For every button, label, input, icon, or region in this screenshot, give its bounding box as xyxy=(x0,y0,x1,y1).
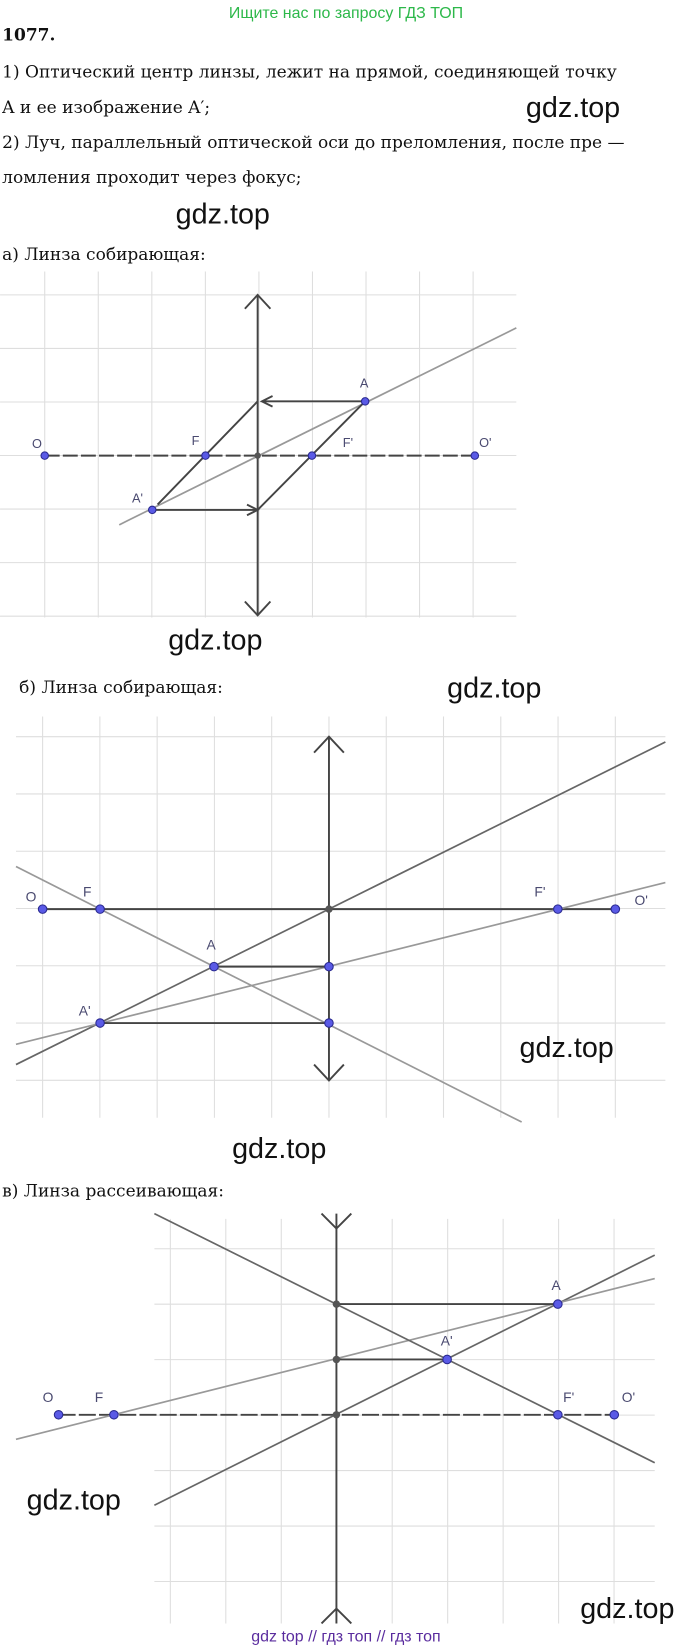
point-label: F' xyxy=(343,435,353,450)
lens-arrows xyxy=(313,735,345,1082)
text-line: 1) Оптический центр линзы, лежит на прям… xyxy=(2,63,617,83)
footer: gdz top // гдз топ // гдз топ xyxy=(251,1629,440,1646)
text-line: 2) Луч, параллельный оптической оси до п… xyxy=(2,133,624,153)
point-label: F xyxy=(192,433,200,448)
grid xyxy=(154,1218,655,1624)
watermark: gdz.top xyxy=(526,92,620,124)
point-label: F' xyxy=(534,883,545,899)
ray xyxy=(118,327,517,526)
point-label: F' xyxy=(563,1389,574,1405)
ray xyxy=(153,1254,656,1507)
point-label: O xyxy=(43,1389,54,1405)
lens-arrows xyxy=(244,293,272,617)
watermark: gdz.top xyxy=(168,624,262,656)
text-line: A и ее изображение A′; xyxy=(1,98,210,118)
watermark: gdz.top xyxy=(580,1593,674,1625)
banner: Ищите нас по запросу ГДЗ ТОП xyxy=(229,5,463,22)
section-heading: в) Линза рассеивающая: xyxy=(2,1182,224,1202)
diagram-c: O F F' O' A A' xyxy=(15,1212,656,1625)
text-line: ломления проходит через фокус; xyxy=(2,168,301,188)
ray xyxy=(15,741,666,1066)
watermark: gdz.top xyxy=(27,1485,121,1517)
ray xyxy=(154,1212,656,1464)
diagram-a: O F F' O' A A' xyxy=(32,293,517,617)
problem-number: 1077. xyxy=(2,25,55,45)
point-label: O xyxy=(26,889,37,905)
point-label: A xyxy=(207,937,217,953)
ray xyxy=(259,395,366,408)
watermark: gdz.top xyxy=(520,1032,614,1064)
ray xyxy=(152,400,366,517)
point-label: A' xyxy=(79,1003,91,1019)
point-label: A xyxy=(551,1277,561,1293)
point-label: F xyxy=(95,1389,103,1405)
watermark: gdz.top xyxy=(447,672,541,704)
point-label: F xyxy=(83,883,91,899)
point-label: O xyxy=(32,436,42,451)
section-heading: б) Линза собирающая: xyxy=(19,678,223,698)
point-label: A xyxy=(360,375,369,390)
diagram-b: O F F' O' A A' xyxy=(15,735,666,1123)
ray xyxy=(15,881,666,1046)
watermark: gdz.top xyxy=(232,1133,326,1165)
ray xyxy=(15,865,523,1123)
point-label: O' xyxy=(634,892,647,908)
point-label: O' xyxy=(479,435,491,450)
lens-arrows xyxy=(320,1212,353,1625)
point-label: O' xyxy=(622,1389,635,1405)
grid xyxy=(15,716,666,1118)
point-label: A' xyxy=(132,490,143,505)
point-label: A' xyxy=(441,1333,453,1349)
watermark: gdz.top xyxy=(176,199,270,231)
section-heading: а) Линза собирающая: xyxy=(2,245,206,265)
